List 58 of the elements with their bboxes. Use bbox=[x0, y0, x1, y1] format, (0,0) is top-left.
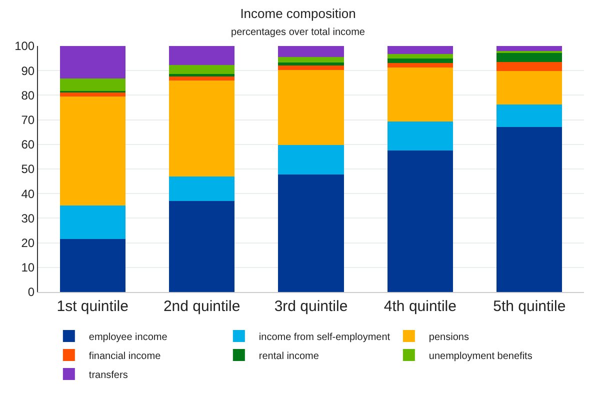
bar bbox=[60, 92, 126, 96]
bar bbox=[169, 80, 235, 176]
y-tick-label: 70 bbox=[21, 113, 35, 127]
bar bbox=[496, 71, 562, 105]
x-tick-label: 5th quintile bbox=[493, 298, 566, 315]
bar bbox=[278, 144, 344, 175]
bar bbox=[60, 206, 126, 239]
bar bbox=[387, 122, 453, 150]
bar bbox=[60, 78, 126, 92]
y-tick-label: 0 bbox=[28, 285, 35, 300]
bar bbox=[60, 96, 126, 206]
bar bbox=[278, 66, 344, 70]
bar bbox=[169, 200, 235, 292]
bar bbox=[278, 56, 344, 63]
chart-title: Income composition bbox=[240, 6, 356, 21]
bar bbox=[60, 238, 126, 292]
legend-label: financial income bbox=[88, 350, 162, 362]
legend-label: employee income bbox=[88, 332, 168, 343]
bar bbox=[387, 58, 453, 64]
bar bbox=[387, 63, 453, 68]
x-tick-label: 1st quintile bbox=[56, 298, 128, 315]
x-tick-label: 2nd quintile bbox=[163, 298, 240, 315]
legend-label: transfers bbox=[88, 370, 128, 381]
y-tick-label: 10 bbox=[21, 260, 35, 275]
bar bbox=[387, 46, 453, 54]
legend-label: unemployment benefits bbox=[428, 350, 532, 362]
legend-label: income from self-employment bbox=[258, 332, 390, 343]
bar bbox=[169, 46, 235, 65]
legend-label: pensions bbox=[428, 332, 469, 343]
chart-subtitle: percentages over total income bbox=[231, 26, 366, 38]
bar bbox=[496, 62, 562, 72]
bar bbox=[278, 174, 344, 292]
bar bbox=[169, 74, 235, 76]
bar bbox=[278, 46, 344, 57]
y-tick-label: 90 bbox=[21, 64, 35, 78]
y-tick-label: 30 bbox=[21, 211, 35, 226]
y-tick-label: 60 bbox=[21, 138, 35, 152]
x-tick-label: 4th quintile bbox=[384, 298, 456, 315]
legend-label: rental income bbox=[258, 350, 320, 362]
y-tick-label: 80 bbox=[21, 88, 35, 102]
bar bbox=[169, 176, 235, 201]
bar bbox=[496, 46, 562, 52]
bar bbox=[496, 126, 562, 292]
x-tick-label: 3rd quintile bbox=[274, 298, 348, 315]
bar bbox=[278, 70, 344, 145]
bar bbox=[387, 150, 453, 292]
bar bbox=[496, 104, 562, 127]
bar bbox=[169, 76, 235, 80]
bar bbox=[387, 68, 453, 122]
bar bbox=[60, 46, 126, 78]
bar bbox=[169, 64, 235, 74]
bar bbox=[278, 62, 344, 66]
y-tick-label: 40 bbox=[21, 186, 35, 201]
bar bbox=[496, 52, 562, 62]
y-tick-label: 100 bbox=[14, 39, 35, 54]
y-tick-label: 50 bbox=[21, 162, 35, 176]
bar bbox=[387, 54, 453, 58]
y-tick-label: 20 bbox=[21, 236, 35, 250]
